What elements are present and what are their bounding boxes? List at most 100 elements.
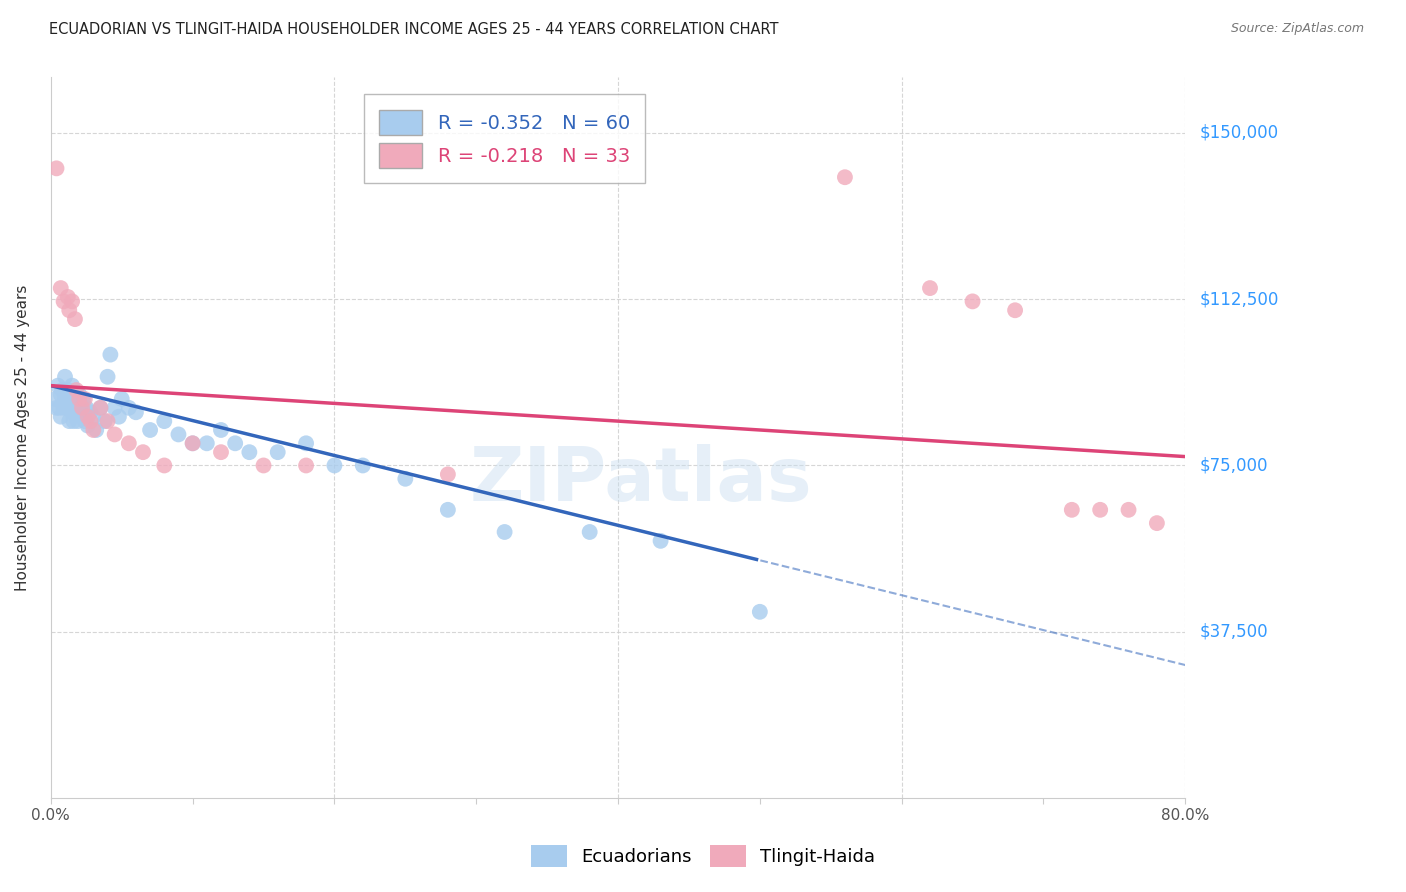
Text: $75,000: $75,000 <box>1199 457 1268 475</box>
Point <box>84 423 107 437</box>
Point <box>82 423 104 437</box>
Point <box>46 378 69 392</box>
Point <box>66 414 89 428</box>
Point <box>352 458 374 473</box>
Point <box>51 383 73 397</box>
Point <box>76 418 98 433</box>
Point <box>238 445 260 459</box>
Point <box>48 401 70 415</box>
Point <box>56 290 79 304</box>
Point <box>153 458 176 473</box>
Point <box>65 401 87 415</box>
Point <box>72 392 94 406</box>
Point <box>69 401 91 415</box>
Point <box>125 405 148 419</box>
Point <box>96 414 118 428</box>
Point <box>323 458 346 473</box>
Point <box>60 405 83 419</box>
Point <box>252 458 274 473</box>
Point <box>58 414 80 428</box>
Point <box>181 436 204 450</box>
Point <box>56 383 79 397</box>
Point <box>63 392 86 406</box>
Point <box>60 378 83 392</box>
Point <box>437 503 460 517</box>
Point <box>65 383 87 397</box>
Point <box>437 467 460 482</box>
Point <box>59 401 82 415</box>
Point <box>494 524 516 539</box>
Point <box>834 170 856 185</box>
Point <box>60 294 83 309</box>
Point <box>58 303 80 318</box>
Point <box>67 392 90 406</box>
Point <box>918 281 941 295</box>
Point <box>45 401 67 415</box>
Point <box>62 387 84 401</box>
Point <box>93 414 115 428</box>
Point <box>67 387 90 401</box>
Point <box>76 409 98 424</box>
Point <box>132 445 155 459</box>
Point <box>49 387 72 401</box>
Point <box>181 436 204 450</box>
Point <box>49 409 72 424</box>
Point <box>58 392 80 406</box>
Point <box>70 409 93 424</box>
Point <box>195 436 218 450</box>
Point <box>1118 503 1140 517</box>
Text: $37,500: $37,500 <box>1199 623 1268 640</box>
Point <box>209 423 232 437</box>
Point <box>63 312 86 326</box>
Point <box>49 281 72 295</box>
Point <box>295 458 318 473</box>
Point <box>96 369 118 384</box>
Point <box>53 369 76 384</box>
Point <box>73 414 96 428</box>
Point <box>89 401 111 415</box>
Point <box>1146 516 1168 530</box>
Point <box>108 409 131 424</box>
Point <box>100 348 122 362</box>
Point <box>44 392 66 406</box>
Point <box>578 524 600 539</box>
Point <box>52 401 75 415</box>
Point <box>45 161 67 176</box>
Text: ECUADORIAN VS TLINGIT-HAIDA HOUSEHOLDER INCOME AGES 25 - 44 YEARS CORRELATION CH: ECUADORIAN VS TLINGIT-HAIDA HOUSEHOLDER … <box>49 22 779 37</box>
Legend: R = -0.352   N = 60, R = -0.218   N = 33: R = -0.352 N = 60, R = -0.218 N = 33 <box>364 95 645 183</box>
Point <box>650 533 672 548</box>
Point <box>70 401 93 415</box>
Point <box>82 409 104 424</box>
Point <box>1060 503 1083 517</box>
Point <box>267 445 290 459</box>
Point <box>89 401 111 415</box>
Point <box>209 445 232 459</box>
Point <box>111 392 134 406</box>
Point <box>79 405 101 419</box>
Point <box>104 427 127 442</box>
Point <box>139 423 162 437</box>
Point <box>53 392 76 406</box>
Point <box>1088 503 1111 517</box>
Point <box>52 294 75 309</box>
Point <box>65 405 87 419</box>
Point <box>118 436 141 450</box>
Text: $150,000: $150,000 <box>1199 124 1278 142</box>
Legend: Ecuadorians, Tlingit-Haida: Ecuadorians, Tlingit-Haida <box>523 838 883 874</box>
Text: Source: ZipAtlas.com: Source: ZipAtlas.com <box>1230 22 1364 36</box>
Point <box>104 401 127 415</box>
Point <box>1004 303 1026 318</box>
Point <box>79 414 101 428</box>
Point <box>167 427 190 442</box>
Point <box>55 401 77 415</box>
Point <box>118 401 141 415</box>
Point <box>224 436 246 450</box>
Text: $112,500: $112,500 <box>1199 290 1278 308</box>
Point <box>748 605 770 619</box>
Point <box>394 472 416 486</box>
Point <box>73 392 96 406</box>
Point <box>75 401 97 415</box>
Y-axis label: Householder Income Ages 25 - 44 years: Householder Income Ages 25 - 44 years <box>15 285 30 591</box>
Point <box>962 294 984 309</box>
Point <box>153 414 176 428</box>
